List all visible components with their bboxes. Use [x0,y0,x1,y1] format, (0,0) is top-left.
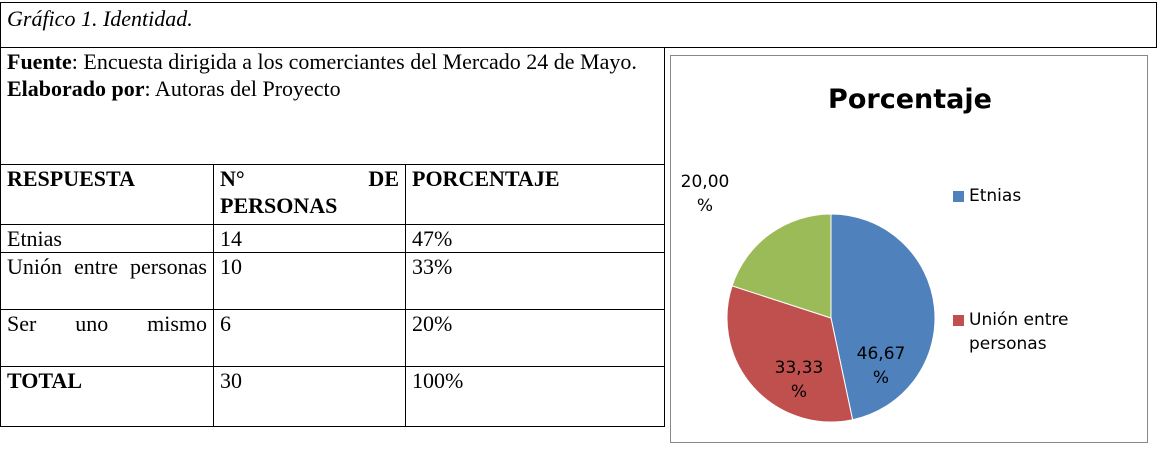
header-cell: RESPUESTA [0,164,214,225]
value-label: 20,00 % [680,172,730,216]
table-cell: 33% [404,252,666,310]
table-row: Etnias 14 47% [0,224,666,253]
table-cell: 20% [404,309,666,367]
chart: Porcentaje 46,67 % 33,33 % 20,00 % Etnias Un… [670,55,1148,443]
pie-slice [830,213,936,421]
caption: Gráfico 1. Identidad. [0,2,1157,48]
table-cell: TOTAL [0,366,214,427]
chart-title: Porcentaje [828,84,992,115]
table-cell: Etnias [0,224,214,253]
author-label: Elaborado por [7,76,145,101]
source-cell: Fuente: Encuesta dirigida a los comercia… [0,47,666,165]
table-cell: 47% [404,224,666,253]
pie-svg [726,213,936,423]
table-row: Unión entre personas 10 33% [0,252,666,310]
table-cell: 14 [213,224,406,253]
table-cell: 30 [213,366,406,427]
pie-slice [731,213,832,319]
table-row: TOTAL 30 100% [0,366,666,427]
legend-swatch [953,315,964,326]
legend-item: Unión entre personas [953,308,1079,356]
legend-item: Etnias [953,184,1079,208]
table-cell: 6 [213,309,406,367]
legend-label: Unión entre personas [969,310,1069,354]
source-label: Fuente [7,49,72,74]
legend-label: Etnias [969,186,1022,206]
table-row: Ser uno mismo 6 20% [0,309,666,367]
value-label: 46,67 % [856,344,906,388]
table-cell: Ser uno mismo [0,309,214,367]
table-cell: 100% [404,366,666,427]
table-cell: Unión entre personas [0,252,214,310]
table-block: Fuente: Encuesta dirigida a los comercia… [0,47,666,427]
header-row: RESPUESTA N° DE PERSONAS PORCENTAJE [0,164,666,225]
header-cell: N° DE PERSONAS [213,164,406,225]
pie-slice [726,285,854,423]
data-table: Fuente: Encuesta dirigida a los comercia… [0,47,666,427]
header-cell: PORCENTAJE [404,164,666,225]
table-cell: 10 [213,252,406,310]
source-text: : Encuesta dirigida a los comerciantes d… [71,49,637,74]
value-label: 33,33 % [774,358,824,402]
author-text: : Autoras del Proyecto [144,76,341,101]
legend-swatch [953,191,964,202]
